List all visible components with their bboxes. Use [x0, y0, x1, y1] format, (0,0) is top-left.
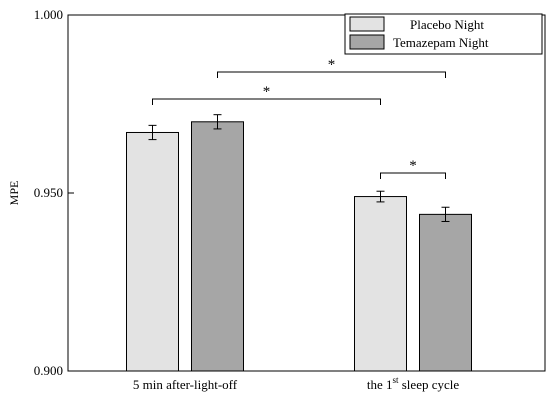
- category-label: the 1st sleep cycle: [367, 375, 460, 392]
- significance-star: *: [409, 158, 417, 174]
- bar: [419, 213, 472, 372]
- legend-swatch: [349, 34, 385, 50]
- y-axis-label: MPE: [7, 181, 21, 206]
- significance-star: *: [328, 57, 336, 73]
- error-bars: [148, 114, 450, 222]
- legend: Placebo Night Temazepam Night: [344, 13, 543, 55]
- significance-brackets: * * *: [152, 57, 446, 179]
- bars: [126, 121, 472, 372]
- y-tick-label: 0.900: [34, 363, 63, 378]
- bar: [354, 196, 407, 372]
- legend-label: Temazepam Night: [393, 35, 489, 50]
- y-tick-label: 0.950: [34, 185, 63, 200]
- significance-bracket: [152, 98, 381, 105]
- significance-bracket: [380, 172, 446, 179]
- legend-swatch: [349, 16, 385, 32]
- axes: 0.900 0.950 1.000 MPE 5 min after-light-off t…: [7, 7, 546, 392]
- legend-label: Placebo Night: [410, 17, 484, 32]
- bar: [126, 131, 179, 372]
- significance-star: *: [263, 84, 271, 100]
- y-tick-label: 1.000: [34, 7, 63, 22]
- category-label: 5 min after-light-off: [133, 377, 238, 392]
- significance-bracket: [217, 71, 446, 78]
- bar: [191, 121, 244, 372]
